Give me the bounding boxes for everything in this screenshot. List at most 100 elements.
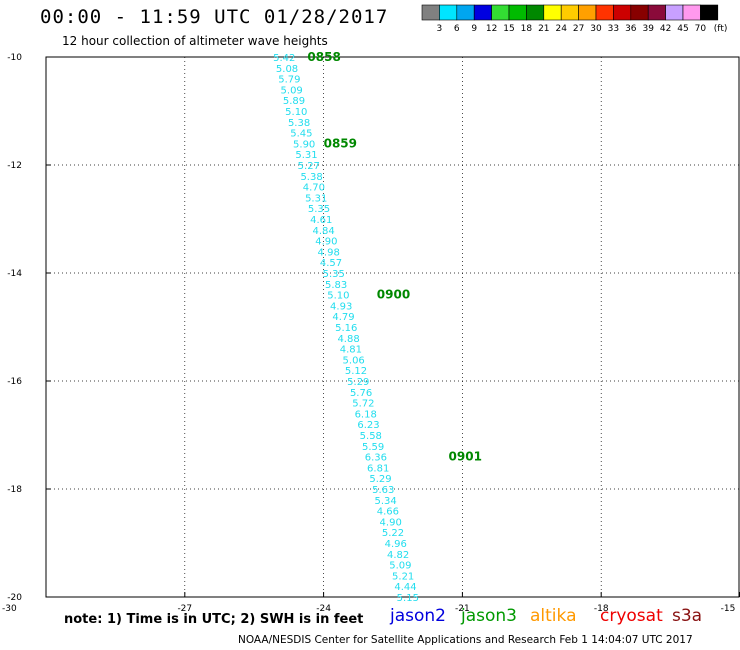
x-tick-label: -27 (177, 604, 192, 614)
data-label: 5.06 (343, 355, 365, 366)
colorbar-label: 27 (573, 24, 584, 34)
colorbar-swatch (613, 4, 632, 21)
data-label: 5.29 (347, 377, 369, 388)
page-title: 00:00 - 11:59 UTC 01/28/2017 (40, 6, 389, 28)
colorbar-swatch (560, 4, 579, 21)
time-annotation: 0858 (307, 50, 340, 64)
data-label: 5.79 (278, 75, 300, 86)
data-label: 4.81 (340, 345, 362, 356)
data-label: 5.12 (345, 366, 367, 377)
data-label: 5.35 (308, 204, 330, 215)
data-label: 5.09 (389, 561, 411, 572)
data-label: 4.90 (315, 237, 337, 248)
x-tick-label: -18 (594, 604, 609, 614)
footer-note: note: 1) Time is in UTC; 2) SWH is in fe… (64, 612, 364, 627)
data-label: 5.08 (276, 64, 298, 75)
colorbar-label: 45 (677, 24, 688, 34)
data-label: 5.10 (285, 107, 307, 118)
colorbar-swatch (473, 4, 492, 21)
plot-frame (45, 56, 740, 598)
colorbar-swatch (630, 4, 649, 21)
data-label: 5.31 (305, 193, 327, 204)
data-label: 4.66 (377, 507, 399, 518)
data-label: 6.18 (355, 409, 377, 420)
data-label: 4.84 (312, 226, 334, 237)
data-label: 4.44 (394, 582, 416, 593)
colorbar-label: 39 (642, 24, 654, 34)
data-label: 5.34 (374, 496, 396, 507)
colorbar-label: 24 (555, 24, 567, 34)
y-tick-label: -10 (7, 53, 22, 63)
data-label: 5.63 (372, 485, 394, 496)
data-label: 5.15 (397, 593, 419, 604)
legend-s3a: s3a (672, 606, 703, 626)
data-label: 4.90 (380, 517, 402, 528)
data-label: 6.81 (367, 463, 389, 474)
legend-cryosat: cryosat (600, 606, 663, 626)
x-tick-label: -30 (2, 604, 17, 614)
legend-altika: altika (530, 606, 577, 626)
data-label: 5.89 (283, 96, 305, 107)
colorbar-label: 15 (503, 24, 514, 34)
time-annotation: 0859 (324, 136, 357, 150)
legend-jason2: jason2 (390, 606, 446, 626)
data-label: 5.38 (300, 172, 322, 183)
colorbar-label: 21 (538, 24, 549, 34)
data-label: 5.42 (273, 53, 295, 64)
data-label: 5.10 (327, 291, 349, 302)
y-tick-label: -18 (7, 485, 22, 495)
annotations: 0858 0859 0900 0901 (307, 50, 482, 464)
data-label: 4.82 (387, 550, 409, 561)
data-label: 5.38 (288, 118, 310, 129)
colorbar-swatch (456, 4, 475, 21)
y-tick-label: -20 (7, 593, 22, 603)
credit-line: NOAA/NESDIS Center for Satellite Applica… (238, 634, 693, 646)
colorbar-label: 30 (590, 24, 602, 34)
data-label: 6.36 (365, 453, 387, 464)
data-label: 5.09 (281, 85, 303, 96)
colorbar-label: 9 (471, 24, 477, 34)
colorbar-label: 6 (454, 24, 460, 34)
time-annotation: 0900 (377, 288, 410, 302)
data-label: 4.57 (320, 258, 342, 269)
data-label: 5.59 (362, 442, 384, 453)
colorbar-swatch (543, 4, 562, 21)
data-label: 5.31 (295, 150, 317, 161)
colorbar-swatch (491, 4, 510, 21)
colorbar-label: 36 (625, 24, 637, 34)
colorbar-label: 12 (486, 24, 497, 34)
colorbar-swatch (700, 4, 719, 21)
chart-subtitle: 12 hour collection of altimeter wave hei… (62, 34, 328, 48)
colorbar: 3 6 9 12 15 18 21 24 27 30 33 36 39 42 45 70 (ft) (421, 4, 728, 34)
time-annotation: 0901 (449, 450, 482, 464)
colorbar-swatch (421, 4, 440, 21)
y-tick-label: -14 (7, 269, 22, 279)
data-label: 5.76 (350, 388, 372, 399)
data-label: 4.96 (385, 539, 407, 550)
data-label: 4.88 (337, 334, 359, 345)
colorbar-label: 42 (660, 24, 671, 34)
data-label: 5.22 (382, 528, 404, 539)
colorbar-unit: (ft) (714, 24, 728, 34)
colorbar-swatch (682, 4, 701, 21)
data-label: 5.83 (325, 280, 347, 291)
x-tick-label: -24 (316, 604, 331, 614)
data-label: 5.29 (369, 474, 391, 485)
colorbar-label: 70 (695, 24, 707, 34)
data-points: 5.425.085.795.095.895.105.385.455.905.31… (273, 53, 419, 604)
data-label: 4.98 (318, 247, 340, 258)
data-label: 4.79 (332, 312, 354, 323)
y-tick-label: -16 (7, 377, 22, 387)
colorbar-swatch (578, 4, 597, 21)
data-label: 5.90 (293, 139, 315, 150)
y-tick-label: -12 (7, 161, 22, 171)
data-label: 5.27 (298, 161, 320, 172)
colorbar-swatch (595, 4, 614, 21)
x-tick-label: -21 (455, 604, 470, 614)
data-label: 4.70 (303, 183, 325, 194)
colorbar-swatch (665, 4, 684, 21)
data-label: 5.21 (392, 571, 414, 582)
x-tick-label: -15 (721, 604, 736, 614)
colorbar-label: 18 (521, 24, 533, 34)
